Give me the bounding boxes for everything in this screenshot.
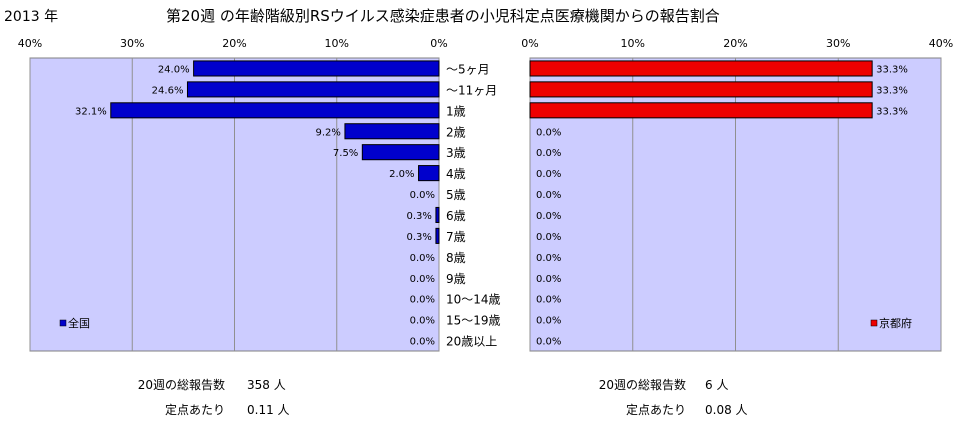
data-label: 0.3%: [407, 232, 432, 243]
bar: [529, 81, 873, 98]
bar: [186, 81, 440, 98]
bar: [110, 102, 440, 119]
national-per-label: 定点あたり: [165, 402, 225, 417]
data-label: 0.0%: [536, 295, 561, 306]
kyoto-per-value: 0.08 人: [705, 403, 748, 417]
category-label: 10〜14歳: [446, 293, 501, 307]
kyoto-chart: 0% 10% 20% 30% 40% 33.3% 33.3% 33.3% 0.0% 0.0% 0.0…: [521, 37, 953, 352]
legend-label: 京都府: [879, 316, 912, 330]
bar: [435, 206, 440, 223]
data-label: 33.3%: [876, 85, 908, 96]
data-label: 9.2%: [316, 127, 341, 138]
legend-marker: [59, 319, 67, 327]
bar: [361, 144, 440, 161]
data-label: 0.0%: [536, 148, 561, 159]
x-tick-label: 20%: [222, 37, 246, 50]
legend: 京都府: [870, 316, 912, 330]
data-label: 0.0%: [410, 274, 435, 285]
category-label: 〜11ヶ月: [446, 83, 497, 97]
data-label: 32.1%: [75, 106, 107, 117]
data-label: 0.0%: [536, 232, 561, 243]
data-label: 0.0%: [410, 295, 435, 306]
data-label: 0.0%: [536, 337, 561, 348]
category-label: 9歳: [446, 272, 466, 286]
data-label: 33.3%: [876, 106, 908, 117]
kyoto-footer: 20週の総報告数 6 人 定点あたり 0.08 人: [599, 377, 748, 417]
data-label: 0.0%: [410, 316, 435, 327]
data-label: 0.0%: [536, 127, 561, 138]
data-label: 0.0%: [536, 190, 561, 201]
category-label: 6歳: [446, 209, 466, 223]
category-label: 5歳: [446, 188, 466, 202]
x-tick-label: 30%: [120, 37, 144, 50]
bar: [435, 227, 440, 244]
category-label: 〜5ヶ月: [446, 62, 490, 76]
category-label: 20歳以上: [446, 335, 497, 349]
bar: [193, 60, 440, 77]
category-label: 1歳: [446, 104, 466, 118]
category-label: 2歳: [446, 125, 466, 139]
category-label: 4歳: [446, 167, 466, 181]
kyoto-per-label: 定点あたり: [626, 402, 686, 417]
category-label: 8歳: [446, 251, 466, 265]
x-tick-label: 10%: [621, 37, 645, 50]
data-label: 0.0%: [536, 274, 561, 285]
data-label: 0.3%: [407, 211, 432, 222]
x-tick-label: 0%: [430, 37, 447, 50]
data-label: 0.0%: [410, 190, 435, 201]
data-label: 0.0%: [536, 211, 561, 222]
data-label: 24.0%: [158, 64, 190, 75]
x-tick-label: 30%: [826, 37, 850, 50]
bar: [344, 123, 440, 140]
national-per-value: 0.11 人: [247, 403, 290, 417]
bar: [418, 165, 440, 182]
data-label: 24.6%: [152, 85, 184, 96]
x-tick-label: 40%: [18, 37, 42, 50]
legend: 全国: [59, 316, 90, 330]
chart-title: 第20週 の年齢階級別RSウイルス感染症患者の小児科定点医療機関からの報告割合: [166, 7, 720, 25]
bar: [529, 60, 873, 77]
x-tick-label: 10%: [325, 37, 349, 50]
data-label: 0.0%: [410, 253, 435, 264]
legend-marker: [870, 319, 878, 327]
data-label: 7.5%: [333, 148, 358, 159]
data-label: 0.0%: [536, 169, 561, 180]
national-footer: 20週の総報告数 358 人 定点あたり 0.11 人: [138, 377, 290, 417]
data-label: 33.3%: [876, 64, 908, 75]
legend-label: 全国: [68, 316, 90, 330]
national-total-label: 20週の総報告数: [138, 377, 225, 392]
data-label: 0.0%: [536, 316, 561, 327]
kyoto-total-value: 6 人: [705, 378, 728, 392]
year-label: 2013 年: [4, 9, 58, 25]
x-tick-label: 20%: [723, 37, 747, 50]
bar: [529, 102, 873, 119]
x-tick-label: 40%: [929, 37, 953, 50]
data-label: 2.0%: [389, 169, 414, 180]
data-label: 0.0%: [410, 337, 435, 348]
national-total-value: 358 人: [247, 378, 286, 392]
x-tick-label: 0%: [521, 37, 538, 50]
category-label: 7歳: [446, 230, 466, 244]
category-label: 15〜19歳: [446, 314, 501, 328]
national-chart: 0% 10% 20% 30% 40% 24.0% 〜5ヶ月 24.6% 〜11ヶ月 32.1% 1歳…: [18, 37, 501, 352]
data-label: 0.0%: [536, 253, 561, 264]
kyoto-total-label: 20週の総報告数: [599, 377, 686, 392]
category-label: 3歳: [446, 146, 466, 160]
